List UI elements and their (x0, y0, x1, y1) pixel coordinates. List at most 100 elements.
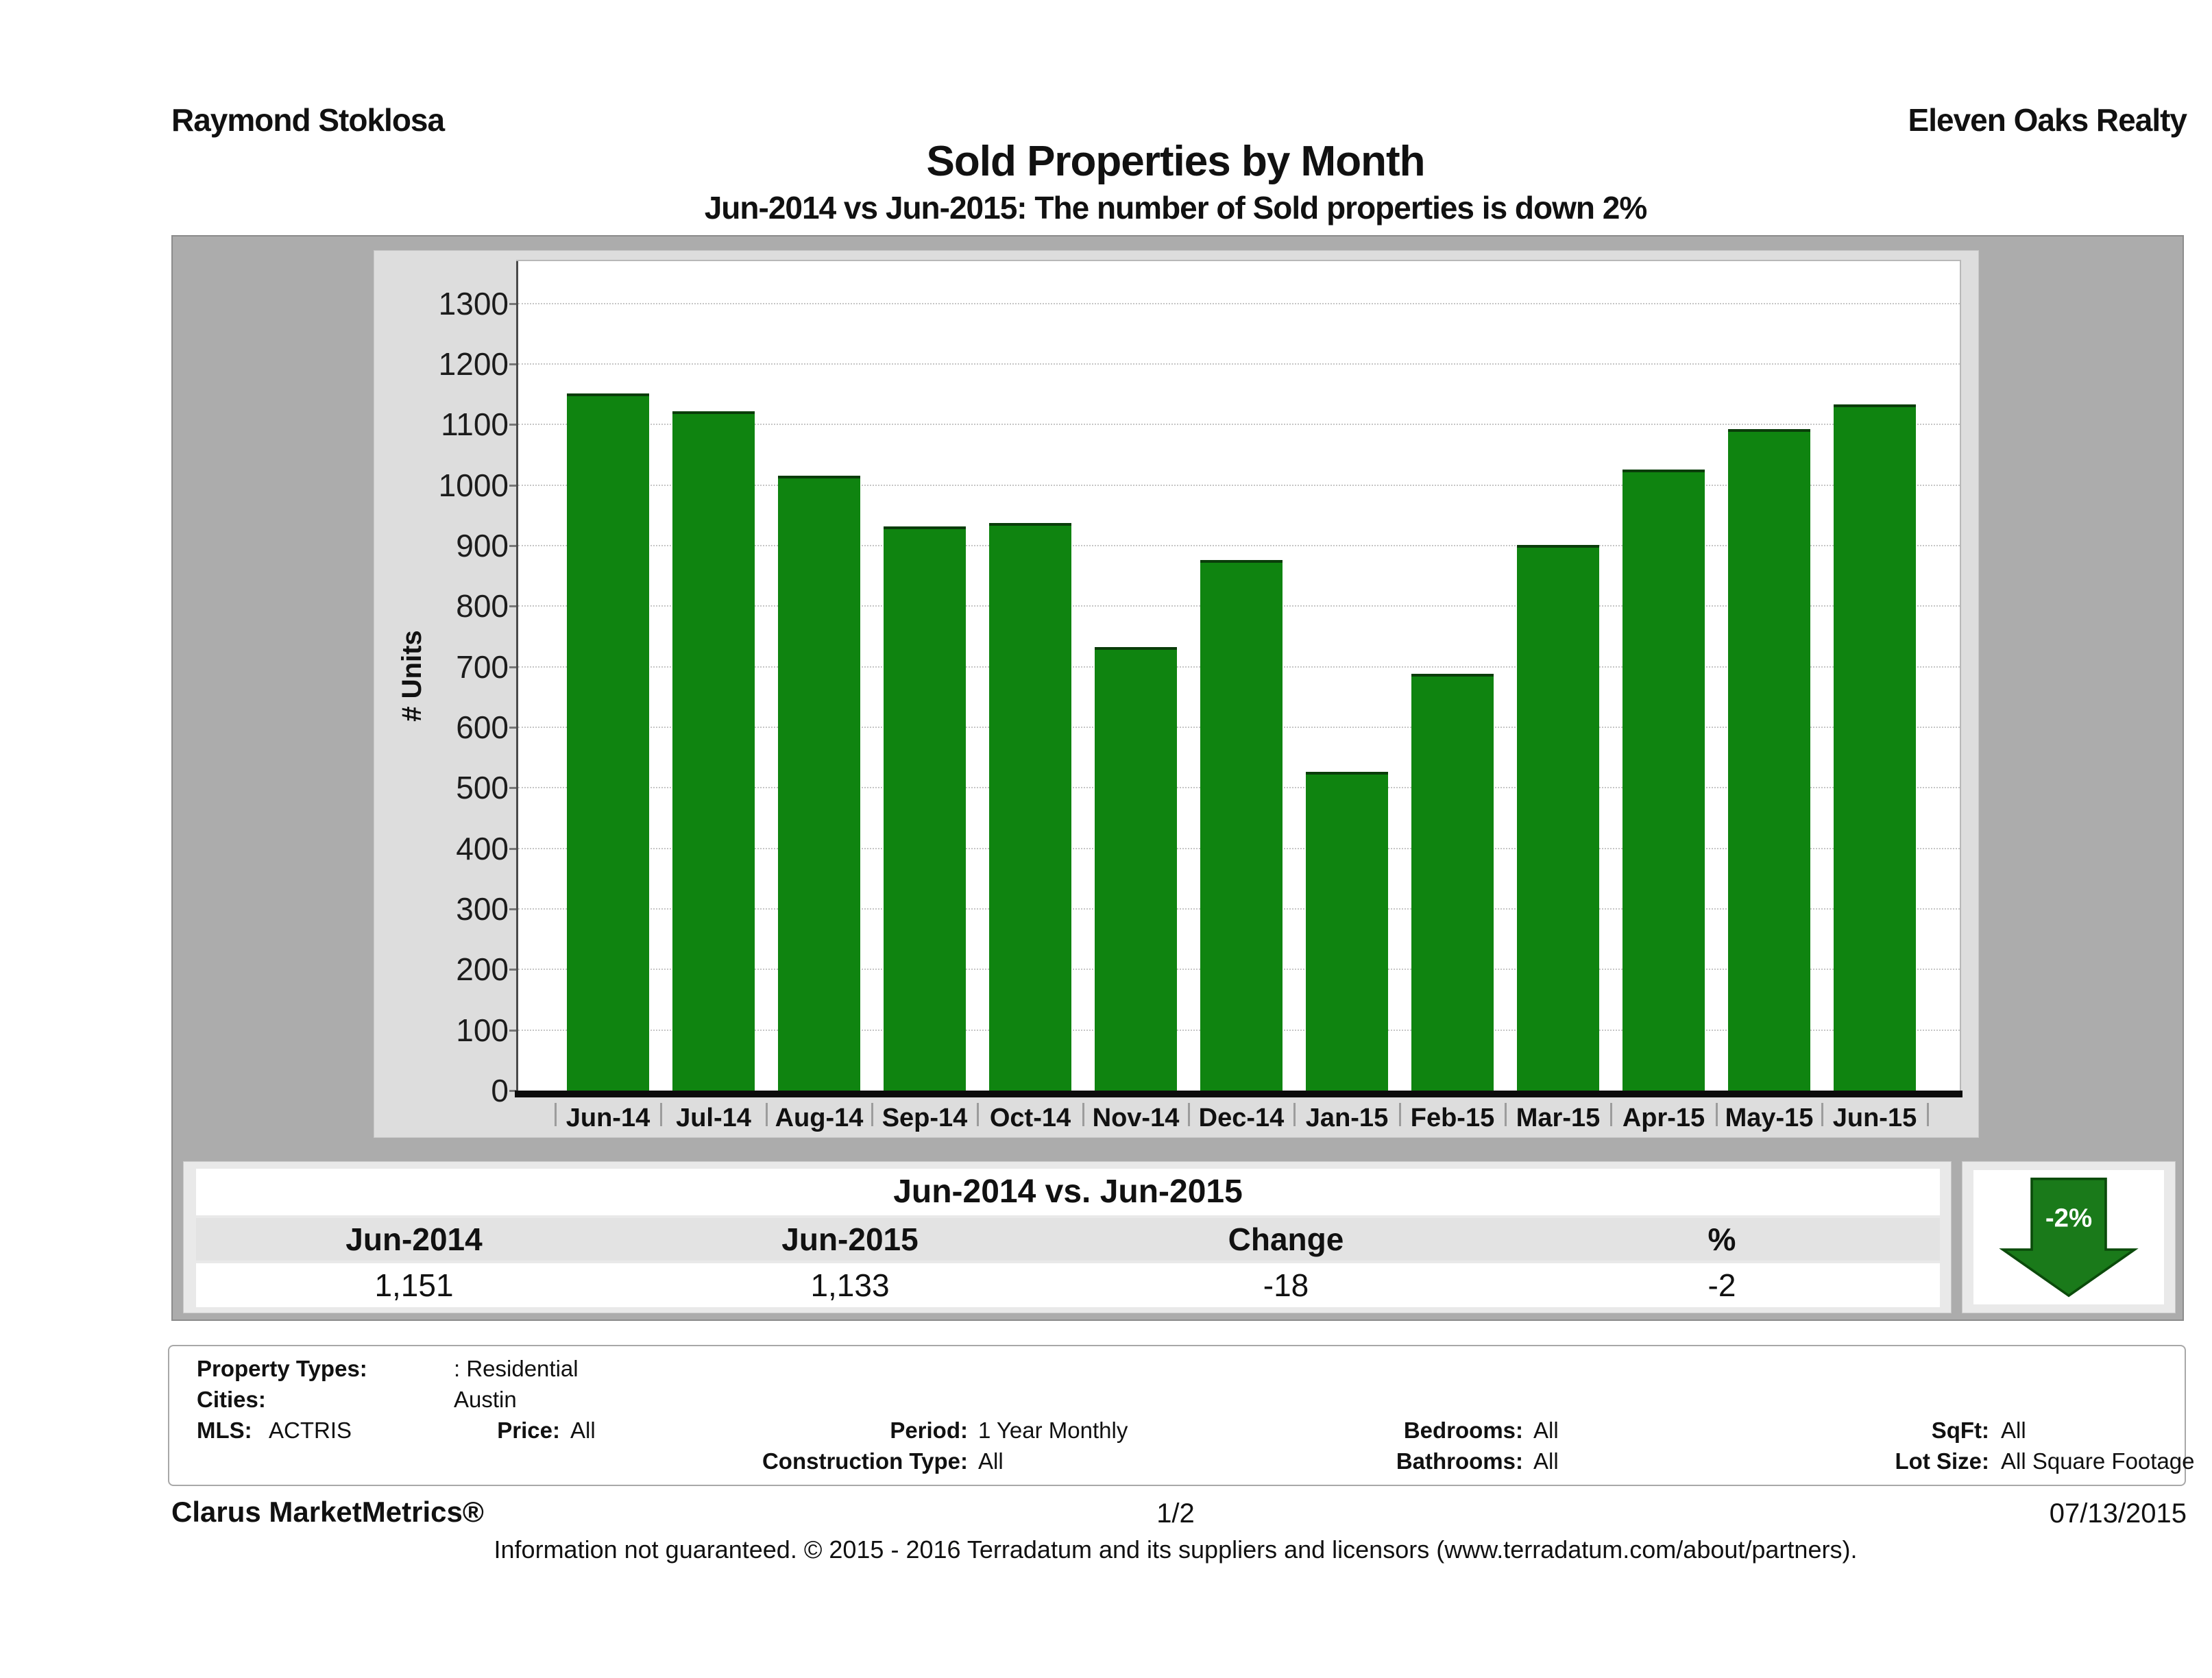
x-tick-label: Jun-14 (566, 1104, 651, 1132)
bar-jun-15 (1834, 404, 1916, 1091)
footer-page-number: 1/2 (1156, 1498, 1195, 1529)
x-axis-labels: Jun-14 Jul-14 Aug-14 Sep-14 Oct-14 Nov-14 Dec-… (518, 1101, 1960, 1135)
table-header-cell: Jun-2015 (781, 1221, 919, 1257)
x-tick-separator (1821, 1103, 1823, 1126)
x-tick-separator (1188, 1103, 1190, 1126)
chart-panel: # Units 0 100 200 300 400 500 600 700 800 900 1000… (374, 250, 1979, 1138)
y-tick-mark (509, 847, 518, 850)
x-tick-label: Dec-14 (1198, 1104, 1285, 1132)
table-header-cell: Jun-2014 (345, 1221, 483, 1257)
y-tick-mark (509, 666, 518, 668)
gridline (518, 363, 1960, 365)
y-axis-line (516, 261, 518, 1093)
plot-area (518, 261, 1960, 1091)
filter-value: All Square Footage (2001, 1448, 2195, 1474)
bar-nov-14 (1095, 646, 1177, 1091)
x-tick-label: May-15 (1725, 1104, 1814, 1132)
filter-row: Cities: Austin (169, 1387, 2185, 1415)
table-value-cell: 1,133 (810, 1267, 890, 1303)
filter-row: MLS: ACTRIS Price: All Period: 1 Year Monthly… (169, 1418, 2185, 1446)
x-tick-separator (977, 1103, 979, 1126)
filter-label: SqFt: (1931, 1418, 1989, 1443)
filter-value: ACTRIS (269, 1418, 352, 1443)
x-tick-separator (1716, 1103, 1718, 1126)
y-tick-label: 500 (456, 770, 509, 806)
y-tick-label: 1100 (441, 406, 509, 443)
x-tick-label: Apr-15 (1622, 1104, 1705, 1132)
filters-panel: Property Types: : Residential Cities: Austi… (168, 1345, 2195, 1486)
comparison-table: Jun-2014 vs. Jun-2015 Jun-2014 Jun-2015 Ch… (183, 1161, 1952, 1313)
x-tick-separator (1399, 1103, 1401, 1126)
filter-value: 1 Year Monthly (978, 1418, 1128, 1443)
y-tick-label: 1300 (438, 285, 509, 321)
y-tick-mark (509, 424, 518, 426)
bar-jul-14 (672, 411, 755, 1091)
y-tick-mark (509, 302, 518, 305)
filter-value: All (1533, 1418, 1559, 1443)
x-tick-label: Jul-14 (676, 1104, 751, 1132)
plot-border-top (516, 260, 1961, 261)
filter-row: Property Types: : Residential (169, 1356, 2185, 1385)
y-tick-label: 1000 (438, 467, 509, 503)
bar-mar-15 (1517, 545, 1599, 1091)
bar-may-15 (1728, 428, 1810, 1091)
down-arrow-icon (1999, 1178, 2139, 1298)
gridline (518, 545, 1960, 547)
filter-value: All (1533, 1448, 1559, 1474)
filter-label: Lot Size: (1895, 1448, 1990, 1474)
footer-date: 07/13/2015 (2049, 1498, 2187, 1529)
x-axis-line (515, 1091, 1962, 1097)
y-tick-mark (509, 363, 518, 366)
x-tick-separator (660, 1103, 662, 1126)
y-tick-mark (509, 545, 518, 548)
filter-label: Property Types: (197, 1356, 367, 1381)
filter-label: Price: (497, 1418, 560, 1443)
bar-dec-14 (1200, 560, 1283, 1091)
y-tick-mark (509, 1090, 518, 1092)
x-tick-separator (1293, 1103, 1296, 1126)
x-tick-separator (1610, 1103, 1612, 1126)
filter-label: Period: (890, 1418, 968, 1443)
bar-apr-15 (1622, 469, 1705, 1091)
gridline (518, 302, 1960, 304)
comparison-table-title: Jun-2014 vs. Jun-2015 (196, 1169, 1940, 1215)
table-value-cell: -18 (1263, 1267, 1309, 1303)
bar-aug-14 (778, 475, 860, 1091)
bar-feb-15 (1411, 674, 1494, 1091)
filter-value: Austin (454, 1387, 517, 1412)
x-tick-separator (1927, 1103, 1929, 1126)
y-tick-label: 300 (456, 891, 509, 927)
filter-value: All (978, 1448, 1004, 1474)
filter-row: Construction Type: All Bathrooms: All Lot Si… (169, 1448, 2195, 1477)
x-tick-label: Jan-15 (1305, 1104, 1389, 1132)
page-subtitle: Jun-2014 vs Jun-2015: The number of Sold… (704, 190, 1648, 226)
company-name: Eleven Oaks Realty (1908, 102, 2187, 138)
bar-sep-14 (884, 526, 966, 1091)
trend-arrow-graphic: -2% (1999, 1178, 2139, 1298)
filter-value: : Residential (454, 1356, 579, 1381)
x-tick-separator (871, 1103, 873, 1126)
trend-arrow-panel: -2% (1962, 1161, 2176, 1313)
filter-label: Cities: (197, 1387, 266, 1412)
x-tick-label: Nov-14 (1092, 1104, 1180, 1132)
x-tick-separator (555, 1103, 557, 1126)
y-tick-label: 200 (456, 951, 509, 988)
comparison-table-header-row: Jun-2014 Jun-2015 Change% (196, 1218, 1940, 1261)
x-tick-label: Mar-15 (1516, 1104, 1601, 1132)
y-tick-mark (509, 605, 518, 608)
trend-arrow-label: -2% (2045, 1203, 2092, 1232)
x-tick-label: Feb-15 (1410, 1104, 1495, 1132)
footer-disclaimer: Information not guaranteed. © 2015 - 201… (494, 1535, 1858, 1564)
y-tick-mark (509, 787, 518, 790)
y-tick-mark (509, 727, 518, 729)
y-tick-label: 900 (456, 528, 509, 564)
bar-jan-15 (1306, 771, 1388, 1091)
table-value-cell: -2 (1707, 1267, 1736, 1303)
y-tick-label: 1200 (438, 346, 509, 382)
x-tick-separator (1505, 1103, 1507, 1126)
y-tick-label: 600 (456, 709, 509, 746)
filter-value: All (570, 1418, 596, 1443)
y-tick-label: 700 (456, 648, 509, 685)
footer-product-name: Clarus MarketMetrics® (171, 1496, 484, 1528)
